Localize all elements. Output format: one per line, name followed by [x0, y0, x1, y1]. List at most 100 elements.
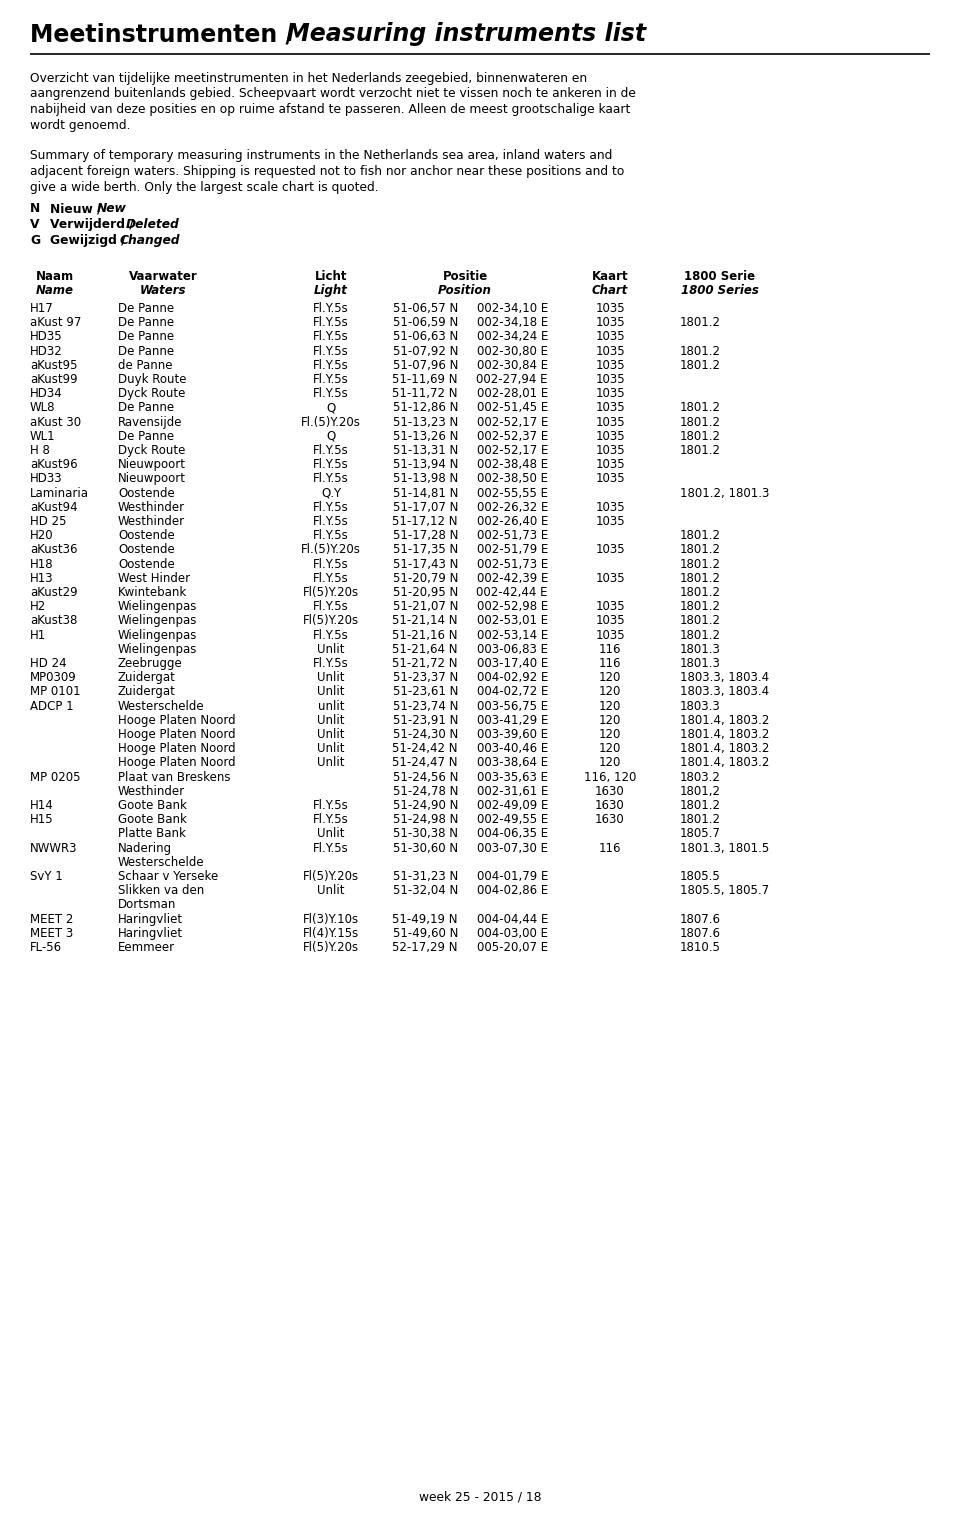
- Text: Fl(3)Y.10s: Fl(3)Y.10s: [303, 912, 359, 926]
- Text: 1801.3, 1801.5: 1801.3, 1801.5: [680, 841, 769, 855]
- Text: V: V: [30, 218, 39, 231]
- Text: Fl.Y.5s: Fl.Y.5s: [313, 601, 348, 613]
- Text: 1035: 1035: [595, 430, 625, 443]
- Text: 002-34,24 E: 002-34,24 E: [476, 330, 548, 343]
- Text: Overzicht van tijdelijke meetinstrumenten in het Nederlands zeegebied, binnenwat: Overzicht van tijdelijke meetinstrumente…: [30, 73, 588, 85]
- Text: aKust99: aKust99: [30, 374, 78, 386]
- Text: Oostende: Oostende: [118, 558, 175, 570]
- Text: Naam: Naam: [36, 269, 74, 283]
- Text: 51-30,60 N: 51-30,60 N: [393, 841, 458, 855]
- Text: De Panne: De Panne: [118, 303, 174, 315]
- Text: 51-13,94 N: 51-13,94 N: [393, 458, 458, 471]
- Text: Q: Q: [326, 401, 336, 415]
- Text: Haringvliet: Haringvliet: [118, 927, 183, 940]
- Text: New: New: [96, 203, 127, 215]
- Text: Unlit: Unlit: [317, 643, 345, 655]
- Text: Kaart: Kaart: [591, 269, 628, 283]
- Text: 004-04,44 E: 004-04,44 E: [476, 912, 548, 926]
- Text: 003-56,75 E: 003-56,75 E: [477, 699, 548, 713]
- Text: HD 25: HD 25: [30, 514, 66, 528]
- Text: Chart: Chart: [592, 284, 628, 297]
- Text: Fl.Y.5s: Fl.Y.5s: [313, 443, 348, 457]
- Text: 1801.2: 1801.2: [680, 345, 721, 357]
- Text: H1: H1: [30, 628, 46, 642]
- Text: 120: 120: [599, 756, 621, 770]
- Text: aKust95: aKust95: [30, 359, 78, 372]
- Text: 51-21,07 N: 51-21,07 N: [393, 601, 458, 613]
- Text: HD33: HD33: [30, 472, 62, 486]
- Text: 51-07,92 N: 51-07,92 N: [393, 345, 458, 357]
- Text: aangrenzend buitenlands gebied. Scheepvaart wordt verzocht niet te vissen noch t: aangrenzend buitenlands gebied. Scheepva…: [30, 88, 636, 100]
- Text: aKust96: aKust96: [30, 458, 78, 471]
- Text: 51-32,04 N: 51-32,04 N: [393, 884, 458, 897]
- Text: 003-35,63 E: 003-35,63 E: [477, 770, 548, 784]
- Text: 1800 Series: 1800 Series: [681, 284, 759, 297]
- Text: 116, 120: 116, 120: [584, 770, 636, 784]
- Text: 1035: 1035: [595, 543, 625, 557]
- Text: 1801.2: 1801.2: [680, 614, 721, 628]
- Text: Fl.Y.5s: Fl.Y.5s: [313, 387, 348, 401]
- Text: week 25 - 2015 / 18: week 25 - 2015 / 18: [419, 1490, 541, 1502]
- Text: Fl.Y.5s: Fl.Y.5s: [313, 472, 348, 486]
- Text: 1035: 1035: [595, 572, 625, 586]
- Text: 002-42,44 E: 002-42,44 E: [476, 586, 548, 599]
- Text: WL1: WL1: [30, 430, 56, 443]
- Text: 51-17,35 N: 51-17,35 N: [393, 543, 458, 557]
- Text: aKust36: aKust36: [30, 543, 78, 557]
- Text: Unlit: Unlit: [317, 756, 345, 770]
- Text: 51-24,56 N: 51-24,56 N: [393, 770, 458, 784]
- Text: 1801.2: 1801.2: [680, 316, 721, 330]
- Text: Goote Bank: Goote Bank: [118, 799, 187, 812]
- Text: 51-11,72 N: 51-11,72 N: [393, 387, 458, 401]
- Text: Positie: Positie: [443, 269, 488, 283]
- Text: aKust 30: aKust 30: [30, 416, 82, 428]
- Text: H20: H20: [30, 530, 54, 542]
- Text: 51-31,23 N: 51-31,23 N: [393, 870, 458, 884]
- Text: 116: 116: [599, 657, 621, 670]
- Text: 51-21,16 N: 51-21,16 N: [393, 628, 458, 642]
- Text: Schaar v Yerseke: Schaar v Yerseke: [118, 870, 218, 884]
- Text: 1801.4, 1803.2: 1801.4, 1803.2: [680, 728, 769, 741]
- Text: Fl(5)Y.20s: Fl(5)Y.20s: [303, 614, 359, 628]
- Text: 004-02,92 E: 004-02,92 E: [476, 672, 548, 684]
- Text: 1801.2: 1801.2: [680, 401, 721, 415]
- Text: H18: H18: [30, 558, 54, 570]
- Text: 003-07,30 E: 003-07,30 E: [477, 841, 548, 855]
- Text: Fl(4)Y.15s: Fl(4)Y.15s: [302, 927, 359, 940]
- Text: 1805.5: 1805.5: [680, 870, 721, 884]
- Text: Q.Y: Q.Y: [321, 487, 341, 499]
- Text: 002-28,01 E: 002-28,01 E: [477, 387, 548, 401]
- Text: 51-13,23 N: 51-13,23 N: [393, 416, 458, 428]
- Text: Westhinder: Westhinder: [118, 501, 185, 514]
- Text: HD 24: HD 24: [30, 657, 66, 670]
- Text: HD32: HD32: [30, 345, 62, 357]
- Text: 003-41,29 E: 003-41,29 E: [476, 714, 548, 726]
- Text: 51-23,37 N: 51-23,37 N: [393, 672, 458, 684]
- Text: 1630: 1630: [595, 812, 625, 826]
- Text: De Panne: De Panne: [118, 401, 174, 415]
- Text: 002-26,40 E: 002-26,40 E: [476, 514, 548, 528]
- Text: G: G: [30, 235, 40, 247]
- Text: Measuring instruments list: Measuring instruments list: [278, 23, 646, 45]
- Text: 1801.2: 1801.2: [680, 586, 721, 599]
- Text: Wielingenpas: Wielingenpas: [118, 614, 198, 628]
- Text: Q: Q: [326, 430, 336, 443]
- Text: Meetinstrumenten /: Meetinstrumenten /: [30, 23, 294, 45]
- Text: Kwintebank: Kwintebank: [118, 586, 187, 599]
- Text: 1035: 1035: [595, 345, 625, 357]
- Text: Gewijzigd /: Gewijzigd /: [50, 235, 130, 247]
- Text: MEET 3: MEET 3: [30, 927, 73, 940]
- Text: 51-21,64 N: 51-21,64 N: [393, 643, 458, 655]
- Text: 51-17,43 N: 51-17,43 N: [393, 558, 458, 570]
- Text: 51-24,42 N: 51-24,42 N: [393, 743, 458, 755]
- Text: 51-24,78 N: 51-24,78 N: [393, 785, 458, 797]
- Text: Oostende: Oostende: [118, 487, 175, 499]
- Text: 51-06,63 N: 51-06,63 N: [393, 330, 458, 343]
- Text: FL-56: FL-56: [30, 941, 62, 955]
- Text: 1035: 1035: [595, 401, 625, 415]
- Text: 1035: 1035: [595, 514, 625, 528]
- Text: 1801.3: 1801.3: [680, 643, 721, 655]
- Text: 1807.6: 1807.6: [680, 927, 721, 940]
- Text: Unlit: Unlit: [317, 685, 345, 699]
- Text: 1035: 1035: [595, 501, 625, 514]
